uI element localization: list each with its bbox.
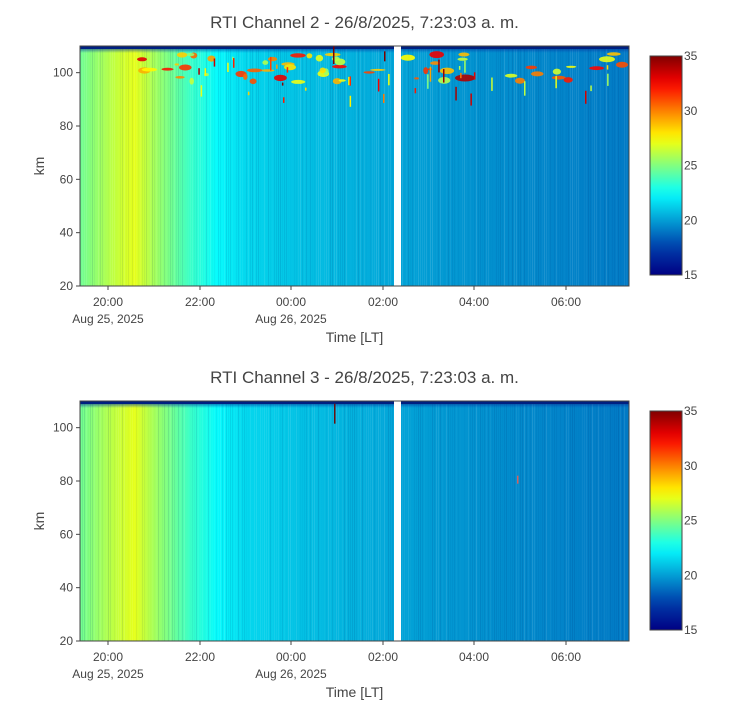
y-axis-title: km — [31, 157, 47, 176]
chart-title: RTI Channel 2 - 26/8/2025, 7:23:03 a. m. — [210, 13, 519, 32]
x-tick-label: 20:00 — [93, 295, 123, 309]
y-tick-label: 100 — [53, 66, 73, 80]
x-tick-label: 04:00 — [459, 295, 489, 309]
heatmap-svg: 20 40 60 80 100 20:00 Aug 25, 2025 22:00 00:00 Au… — [31, 400, 698, 700]
colorbar-tick-label: 30 — [684, 459, 698, 473]
colorbar-tick-label: 30 — [684, 104, 698, 118]
x-tick-date-label: Aug 25, 2025 — [72, 667, 144, 681]
y-tick-label: 80 — [60, 474, 74, 488]
x-tick-date-label: Aug 26, 2025 — [255, 667, 327, 681]
y-tick-label: 40 — [60, 226, 74, 240]
x-tick-label: 22:00 — [185, 295, 215, 309]
x-tick-date-label: Aug 25, 2025 — [72, 312, 144, 326]
colorbar-tick-label: 25 — [684, 159, 698, 173]
colorbar-tick-label: 20 — [684, 213, 698, 227]
colorbar-tick-label: 15 — [684, 623, 698, 637]
x-tick-date-label: Aug 26, 2025 — [255, 312, 327, 326]
x-tick-label: 06:00 — [551, 295, 581, 309]
x-tick-label: 00:00 — [276, 650, 306, 664]
y-tick-label: 100 — [53, 421, 73, 435]
heatmap-svg: 20 40 60 80 100 20:00 Aug 25, 2025 22:00 00:00 Au… — [31, 45, 698, 345]
y-tick-label: 40 — [60, 581, 74, 595]
x-tick-label: 02:00 — [368, 650, 398, 664]
colorbar-tick-label: 20 — [684, 568, 698, 582]
y-tick-label: 20 — [60, 634, 74, 648]
x-tick-label: 20:00 — [93, 650, 123, 664]
heatmap-plot-area — [80, 46, 629, 286]
chart-title: RTI Channel 3 - 26/8/2025, 7:23:03 a. m. — [210, 368, 519, 387]
x-axis-title: Time [LT] — [326, 684, 384, 700]
y-tick-label: 60 — [60, 172, 74, 186]
y-tick-label: 60 — [60, 527, 74, 541]
colorbar — [649, 410, 683, 631]
x-tick-label: 06:00 — [551, 650, 581, 664]
x-tick-label: 22:00 — [185, 650, 215, 664]
x-axis-title: Time [LT] — [326, 329, 384, 345]
x-tick-label: 02:00 — [368, 295, 398, 309]
colorbar-tick-label: 35 — [684, 49, 698, 63]
y-tick-label: 20 — [60, 279, 74, 293]
colorbar-tick-label: 35 — [684, 404, 698, 418]
heatmap-plot-area — [80, 401, 629, 641]
rti-chart-channel-2: RTI Channel 2 - 26/8/2025, 7:23:03 a. m.… — [31, 13, 698, 345]
y-tick-label: 80 — [60, 119, 74, 133]
colorbar-tick-label: 15 — [684, 268, 698, 282]
colorbar-tick-label: 25 — [684, 514, 698, 528]
colorbar — [649, 55, 683, 276]
x-tick-label: 00:00 — [276, 295, 306, 309]
rti-chart-channel-3: RTI Channel 3 - 26/8/2025, 7:23:03 a. m.… — [0, 355, 729, 710]
x-tick-label: 04:00 — [459, 650, 489, 664]
y-axis-title: km — [31, 512, 47, 531]
